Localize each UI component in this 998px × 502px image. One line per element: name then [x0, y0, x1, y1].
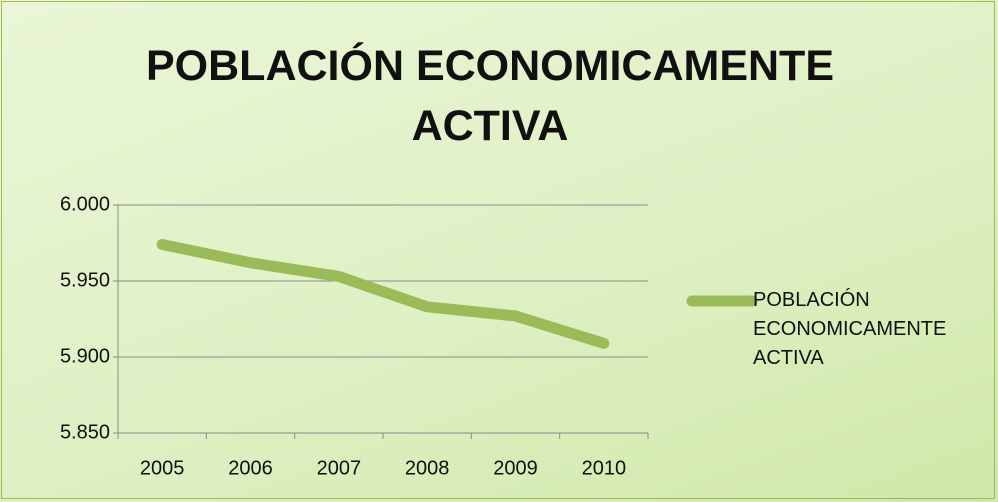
x-tick-label: 2007 [317, 457, 362, 479]
x-tick-label: 2006 [228, 457, 273, 479]
chart-title: POBLACIÓN ECONOMICAMENTE ACTIVA [146, 42, 834, 150]
x-tick-label: 2005 [140, 457, 185, 479]
y-tick-label: 5.950 [60, 269, 110, 291]
y-tick-label: 5.850 [60, 421, 110, 443]
y-tick-label: 5.900 [60, 345, 110, 367]
legend-label: POBLACIÓN ECONOMICAMENTE ACTIVA [753, 289, 947, 369]
x-tick-label: 2009 [493, 457, 538, 479]
y-tick-label: 6.000 [60, 193, 110, 215]
x-tick-label: 2008 [405, 457, 450, 479]
x-tick-label: 2010 [582, 457, 627, 479]
data-line [156, 239, 610, 349]
